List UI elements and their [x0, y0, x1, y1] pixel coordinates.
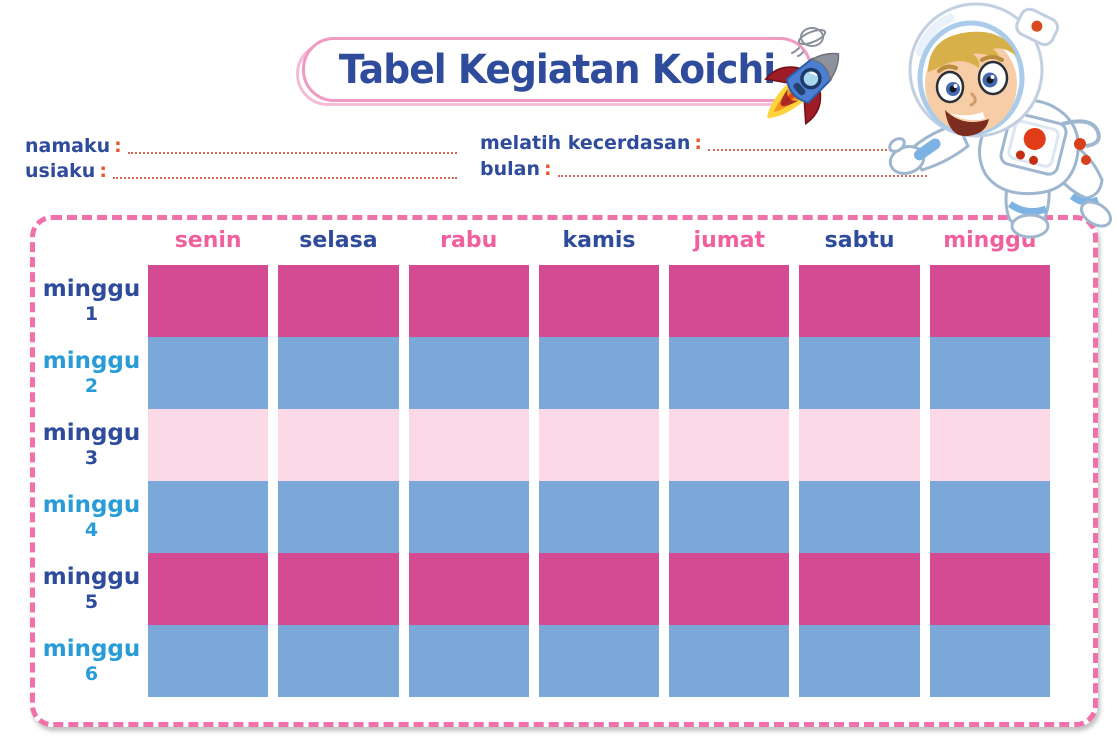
day-header-selasa: selasa	[299, 228, 378, 253]
field-melatih-kecerdasan-label: melatih kecerdasan	[480, 132, 691, 154]
activity-cell	[799, 337, 920, 409]
activity-cell	[799, 625, 920, 697]
title-banner: Tabel Kegiatan Koichi	[302, 37, 812, 102]
week-label-6: minggu 6	[35, 625, 148, 697]
field-bulan-colon: :	[544, 158, 552, 180]
week-label-3: minggu 3	[35, 409, 148, 481]
week-word: minggu	[42, 492, 141, 518]
field-namaku-colon: :	[114, 135, 122, 157]
activity-cell	[148, 337, 269, 409]
activity-cell	[669, 625, 790, 697]
activity-table-board: senin selasa rabu kamis jumat sabtu minggu min…	[30, 215, 1098, 727]
rocket-icon	[764, 52, 840, 126]
activity-cell	[929, 409, 1050, 481]
page-title: Tabel Kegiatan Koichi	[338, 46, 776, 93]
field-melatih-kecerdasan-blank-line	[707, 149, 915, 151]
activity-cell	[278, 553, 399, 625]
day-header-sabtu: sabtu	[824, 228, 895, 253]
activity-cell	[148, 409, 269, 481]
activity-cell	[669, 553, 790, 625]
field-usiaku-colon: :	[99, 160, 107, 182]
activity-cell	[148, 265, 269, 337]
activity-cell	[799, 553, 920, 625]
activity-cell	[148, 553, 269, 625]
satellite-doodle-icon	[791, 27, 827, 57]
activity-cell	[669, 481, 790, 553]
activity-cell	[538, 337, 660, 409]
week-label-2: minggu 2	[35, 337, 148, 409]
activity-cell	[538, 553, 660, 625]
activity-cell	[929, 337, 1050, 409]
activity-cell	[278, 625, 399, 697]
activity-cell	[538, 265, 660, 337]
week-number: 2	[84, 375, 99, 397]
field-usiaku-label: usiaku	[25, 160, 96, 182]
week-word: minggu	[42, 564, 141, 590]
activity-cell	[929, 265, 1050, 337]
activity-cell	[929, 553, 1050, 625]
day-header-senin: senin	[174, 228, 242, 253]
activity-cell	[538, 481, 660, 553]
activity-cell	[799, 481, 920, 553]
field-bulan: bulan :	[480, 160, 927, 179]
week-word: minggu	[42, 348, 141, 374]
activity-cell	[669, 409, 790, 481]
week-word: minggu	[42, 636, 141, 662]
week-number: 3	[84, 447, 99, 469]
field-bulan-label: bulan	[480, 158, 540, 180]
activity-cell	[408, 409, 529, 481]
day-header-rabu: rabu	[440, 228, 498, 253]
activity-cell	[799, 409, 920, 481]
day-header-jumat: jumat	[693, 228, 766, 253]
week-label-1: minggu 1	[35, 265, 148, 337]
activity-cell	[408, 481, 529, 553]
activity-cell	[408, 265, 529, 337]
field-namaku-label: namaku	[25, 135, 111, 157]
activity-cell	[799, 265, 920, 337]
week-word: minggu	[42, 420, 141, 446]
field-usiaku: usiaku :	[25, 162, 457, 181]
field-namaku-blank-line	[127, 152, 457, 154]
field-melatih-kecerdasan: melatih kecerdasan :	[480, 134, 915, 153]
activity-cell	[929, 625, 1050, 697]
activity-cell	[538, 409, 660, 481]
week-number: 6	[84, 663, 99, 685]
day-header-kamis: kamis	[562, 228, 636, 253]
activity-cell	[278, 337, 399, 409]
week-number: 4	[84, 519, 99, 541]
field-bulan-blank-line	[557, 175, 927, 177]
activity-cell	[278, 409, 399, 481]
activity-cell	[669, 337, 790, 409]
activity-cell	[929, 481, 1050, 553]
activity-cell	[278, 481, 399, 553]
week-number: 1	[84, 303, 99, 325]
field-namaku: namaku :	[25, 137, 457, 156]
week-word: minggu	[42, 276, 141, 302]
field-usiaku-blank-line	[112, 177, 457, 179]
activity-cell	[538, 625, 660, 697]
activity-cell	[148, 481, 269, 553]
week-label-5: minggu 5	[35, 553, 148, 625]
activity-cell	[408, 337, 529, 409]
activity-cell	[148, 625, 269, 697]
activity-grid	[148, 265, 1050, 697]
activity-cell	[408, 625, 529, 697]
activity-cell	[278, 265, 399, 337]
field-melatih-kecerdasan-colon: :	[694, 132, 702, 154]
astronaut-kid-illustration	[888, 2, 1113, 239]
week-label-column: minggu 1 minggu 2 minggu 3 minggu 4 minggu 5 mingg…	[35, 265, 148, 697]
week-label-4: minggu 4	[35, 481, 148, 553]
activity-cell	[669, 265, 790, 337]
activity-cell	[408, 553, 529, 625]
week-number: 5	[84, 591, 99, 613]
